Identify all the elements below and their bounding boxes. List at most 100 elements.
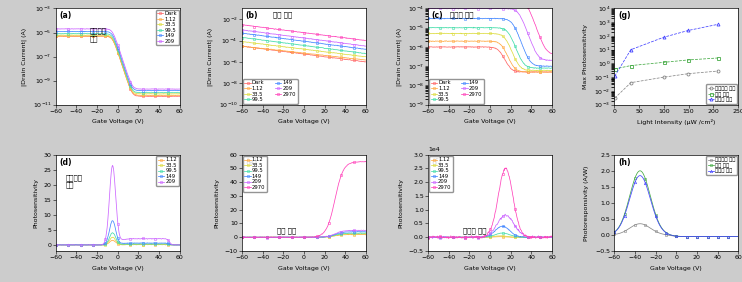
1.12 (312, 236, 321, 239)
99.5 (361, 231, 370, 235)
Line: 209: 209 (54, 27, 181, 91)
33.5 (314, 235, 323, 239)
개발된 소자 (610, 74, 619, 78)
149 (108, 219, 117, 222)
149 (361, 230, 370, 233)
1.12 (125, 86, 134, 89)
99.5 (108, 231, 117, 234)
2970 (529, 235, 538, 239)
Line: 개발된 소자: 개발된 소자 (613, 23, 720, 78)
Line: 1.12: 1.12 (54, 239, 181, 246)
개발된 소자 (734, 235, 742, 238)
33.5 (52, 243, 61, 247)
99.5 (311, 235, 320, 239)
33.5 (424, 235, 433, 239)
149 (125, 241, 134, 245)
33.5 (52, 243, 61, 247)
2970 (424, 236, 433, 240)
Line: 2970: 2970 (240, 160, 367, 239)
209 (237, 235, 246, 239)
기존 소자 (610, 230, 619, 234)
1.12 (164, 94, 173, 97)
209 (128, 83, 137, 87)
Legend: Dark, 1.12, 33.5, 99.5, 149, 209, 2970: Dark, 1.12, 33.5, 99.5, 149, 209, 2970 (429, 79, 484, 104)
33.5 (157, 243, 165, 246)
33.5 (52, 34, 61, 37)
33.5 (529, 235, 538, 239)
99.5 (175, 243, 184, 247)
149 (128, 241, 137, 245)
1.12 (157, 243, 165, 246)
개발된 소자 (626, 48, 635, 51)
Line: 1.12: 1.12 (54, 35, 181, 97)
99.5 (175, 91, 184, 94)
149 (548, 235, 556, 239)
149 (352, 230, 361, 233)
기존 소자 (734, 235, 742, 238)
33.5 (312, 235, 321, 239)
Dark (52, 34, 61, 38)
99.5 (237, 236, 246, 239)
Line: 수평구조 소자: 수평구조 소자 (613, 222, 740, 238)
Text: (e): (e) (246, 158, 257, 167)
209 (359, 228, 368, 232)
33.5 (424, 235, 433, 239)
2970 (548, 235, 556, 239)
1.12 (237, 235, 246, 239)
Text: (d): (d) (59, 158, 72, 167)
Y-axis label: Photosensitivity: Photosensitivity (398, 178, 403, 228)
209 (164, 239, 173, 243)
수평구조 소자 (610, 233, 619, 236)
149 (424, 236, 433, 239)
개발된 소자 (610, 230, 619, 234)
209 (164, 87, 173, 91)
33.5 (361, 232, 370, 235)
33.5 (497, 234, 506, 237)
2970 (497, 175, 506, 179)
1.12 (128, 90, 137, 93)
209 (311, 235, 320, 239)
X-axis label: Light Intensity (μW /cm²): Light Intensity (μW /cm²) (637, 119, 715, 125)
209 (170, 88, 179, 91)
X-axis label: Gate Voltage (V): Gate Voltage (V) (464, 119, 516, 124)
Line: 99.5: 99.5 (240, 232, 367, 239)
99.5 (500, 232, 509, 235)
1.12 (165, 243, 174, 246)
99.5 (128, 242, 137, 246)
149 (497, 224, 506, 228)
149 (157, 241, 165, 245)
Text: 수평구조
소자: 수평구조 소자 (89, 28, 106, 42)
149 (500, 225, 509, 228)
149 (237, 235, 246, 239)
Line: 99.5: 99.5 (54, 232, 181, 246)
33.5 (125, 84, 134, 87)
Line: 33.5: 33.5 (240, 232, 367, 239)
1.12 (430, 235, 439, 239)
33.5 (165, 243, 174, 246)
수평구조 소자 (683, 72, 692, 75)
149 (527, 236, 536, 239)
기존 소자 (610, 230, 619, 233)
Dark (61, 34, 70, 38)
149 (52, 243, 61, 247)
149 (175, 243, 184, 247)
1.12 (52, 243, 61, 247)
99.5 (125, 83, 134, 86)
33.5 (500, 234, 509, 238)
Y-axis label: Photosensitivity: Photosensitivity (214, 178, 219, 228)
기존 소자 (683, 58, 692, 62)
33.5 (175, 243, 184, 247)
99.5 (51, 243, 60, 246)
X-axis label: Gate Voltage (V): Gate Voltage (V) (92, 119, 144, 124)
Line: 33.5: 33.5 (427, 235, 554, 239)
33.5 (175, 92, 184, 96)
149 (350, 230, 359, 233)
개발된 소자 (686, 235, 695, 238)
1.12 (498, 235, 507, 238)
2970 (424, 236, 433, 239)
1.12 (51, 243, 60, 246)
기존 소자 (686, 235, 695, 238)
Line: Dark: Dark (54, 35, 181, 98)
Legend: 1.12, 33.5, 99.5, 149, 209: 1.12, 33.5, 99.5, 149, 209 (157, 156, 179, 186)
209 (88, 27, 96, 30)
